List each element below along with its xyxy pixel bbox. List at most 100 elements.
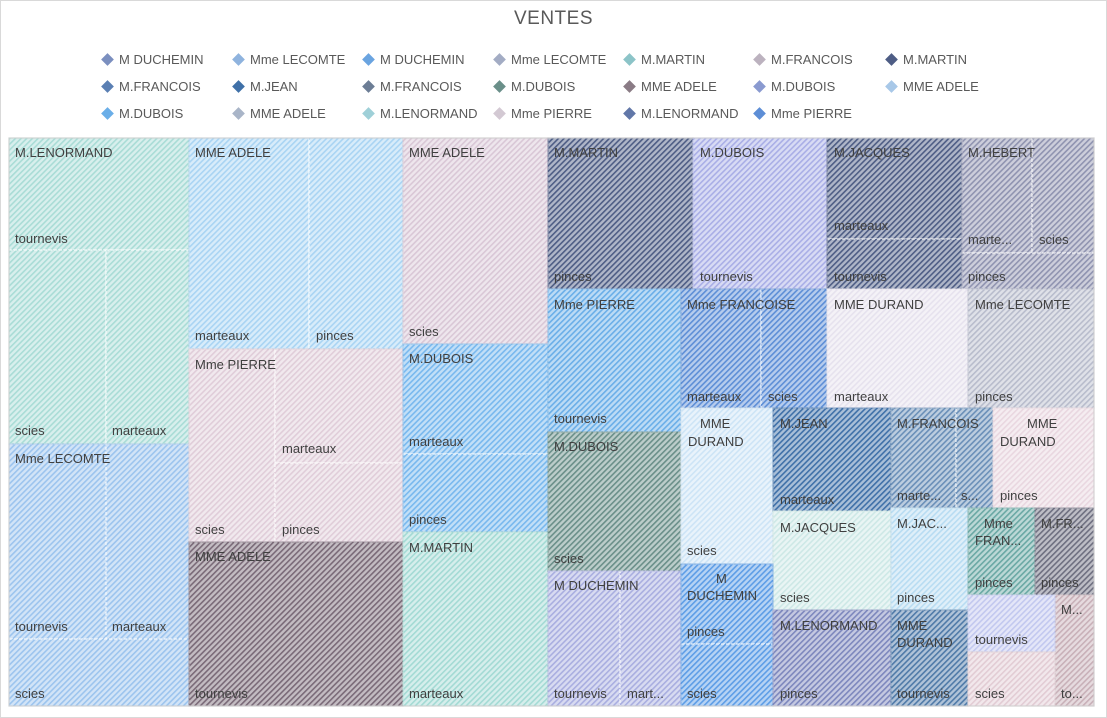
tile-item-label: to... [1061, 686, 1083, 701]
treemap-tile [692, 137, 828, 290]
legend-label: M.FRANCOIS [771, 51, 853, 67]
treemap-tile [1054, 594, 1095, 707]
tile-group-label: MME DURAND [688, 416, 744, 449]
legend-label: M.DUBOIS [771, 78, 836, 94]
treemap-tile [547, 137, 694, 290]
treemap-tile [961, 137, 1033, 254]
tile-item-label: tournevis [15, 231, 68, 246]
treemap-tile [402, 137, 549, 345]
tile-group-label: MME ADELE [195, 549, 271, 564]
treemap-tile [826, 137, 963, 240]
legend-label: M.FRANCOIS [119, 78, 201, 94]
legend-label: M.MARTIN [903, 51, 968, 67]
legend-item: MME ADELE [885, 77, 979, 95]
treemap-tile [547, 570, 621, 707]
legend-item: Mme PIERRE [493, 104, 592, 122]
treemap-tile [274, 462, 404, 543]
legend-label: MME ADELE [903, 78, 979, 94]
legend-label: MME ADELE [250, 105, 326, 121]
legend-item: M.FRANCOIS [101, 77, 201, 95]
treemap-tile [274, 348, 404, 464]
tile-item-label: scies [409, 324, 439, 339]
legend-label: Mme PIERRE [771, 105, 852, 121]
legend-item: M.DUBOIS [493, 77, 575, 95]
tile-item-label: mart... [627, 686, 664, 701]
tile-group-label: M DUCHEMIN [687, 571, 757, 603]
treemap-tile [992, 407, 1095, 509]
treemap-tile [8, 443, 107, 640]
tile-group-label: MME DURAND [1000, 416, 1058, 449]
treemap-tile [547, 288, 682, 433]
tile-item-label: marteaux [687, 389, 742, 404]
treemap-tile [105, 249, 190, 445]
tile-item-label: pinces [1041, 575, 1079, 590]
treemap-tile [188, 137, 310, 350]
tile-item-label: scies [975, 686, 1005, 701]
legend-label: Mme LECOMTE [511, 51, 607, 67]
legend-label: M.JEAN [250, 78, 298, 94]
treemap-tile [308, 137, 404, 350]
treemap-tile [402, 343, 549, 455]
plot-border [8, 137, 1095, 707]
legend-label: M.DUBOIS [119, 105, 184, 121]
treemap-tile [188, 348, 276, 543]
legend-label: MME ADELE [641, 78, 717, 94]
treemap-tile [105, 443, 190, 640]
legend-item: Mme PIERRE [753, 104, 852, 122]
tile-item-label: pinces [975, 575, 1013, 590]
tile-group-label: M.LENORMAND [15, 145, 113, 160]
tile-group-label: Mme PIERRE [554, 297, 635, 312]
tile-item-label: scies [15, 686, 45, 701]
legend-item: M.FRANCOIS [753, 50, 853, 68]
treemap-tile [890, 609, 969, 707]
tile-item-label: marteaux [780, 492, 835, 507]
legend-label: M.LENORMAND [380, 105, 478, 121]
tile-item-label: marteaux [409, 686, 464, 701]
tile-item-label: tournevis [834, 269, 887, 284]
tile-item-label: pinces [897, 590, 935, 605]
legend: M DUCHEMIN Mme LECOMTE M DUCHEMIN Mme LECOM… [0, 0, 1107, 130]
tile-item-label: scies [687, 686, 717, 701]
tile-group-label: Mme PIERRE [195, 357, 276, 372]
tile-group-label: M.JEAN [780, 416, 828, 431]
legend-label: Mme PIERRE [511, 105, 592, 121]
legend-label: M DUCHEMIN [119, 51, 204, 67]
tile-group-label: MME ADELE [195, 145, 271, 160]
tile-item-label: scies [195, 522, 225, 537]
legend-label: M.LENORMAND [641, 105, 739, 121]
tile-item-label: pinces [780, 686, 818, 701]
legend-item: M.DUBOIS [753, 77, 836, 95]
treemap-tile [8, 137, 190, 251]
legend-item: Mme LECOMTE [232, 50, 345, 68]
treemap-tile [772, 510, 892, 611]
tile-group-label: M.JACQUES [780, 520, 856, 535]
tile-item-label: pinces [554, 269, 592, 284]
tile-item-label: tournevis [975, 632, 1028, 647]
tile-group-label: M.FRANCOIS [897, 416, 979, 431]
tile-item-label: marteaux [195, 328, 250, 343]
tile-item-label: tournevis [700, 269, 753, 284]
tile-item-label: pinces [687, 624, 725, 639]
treemap-tile [967, 507, 1036, 596]
tile-item-label: scies [780, 590, 810, 605]
tile-item-label: marte... [897, 488, 941, 503]
tile-item-label: tournevis [195, 686, 248, 701]
legend-label: M DUCHEMIN [380, 51, 465, 67]
legend-item: M.FRANCOIS [362, 77, 462, 95]
legend-item: M DUCHEMIN [101, 50, 204, 68]
chart-title: VENTES [513, 8, 594, 29]
tile-item-label: marteaux [112, 619, 167, 634]
treemap-tile [967, 594, 1056, 653]
tile-group-label: Mme LECOMTE [15, 451, 111, 466]
treemap-tile [8, 249, 107, 445]
tile-item-label: marteaux [282, 441, 337, 456]
legend-item: M.JEAN [232, 77, 298, 95]
tile-item-label: marteaux [834, 218, 889, 233]
tile-item-label: tournevis [15, 619, 68, 634]
tile-group-label: Mme FRANCOISE [687, 297, 796, 312]
tile-group-label: Mme LECOMTE [975, 297, 1071, 312]
tile-item-label: marteaux [112, 423, 167, 438]
tile-item-label: pinces [282, 522, 320, 537]
legend-item: M.LENORMAND [623, 104, 739, 122]
tile-item-label: s... [961, 488, 978, 503]
